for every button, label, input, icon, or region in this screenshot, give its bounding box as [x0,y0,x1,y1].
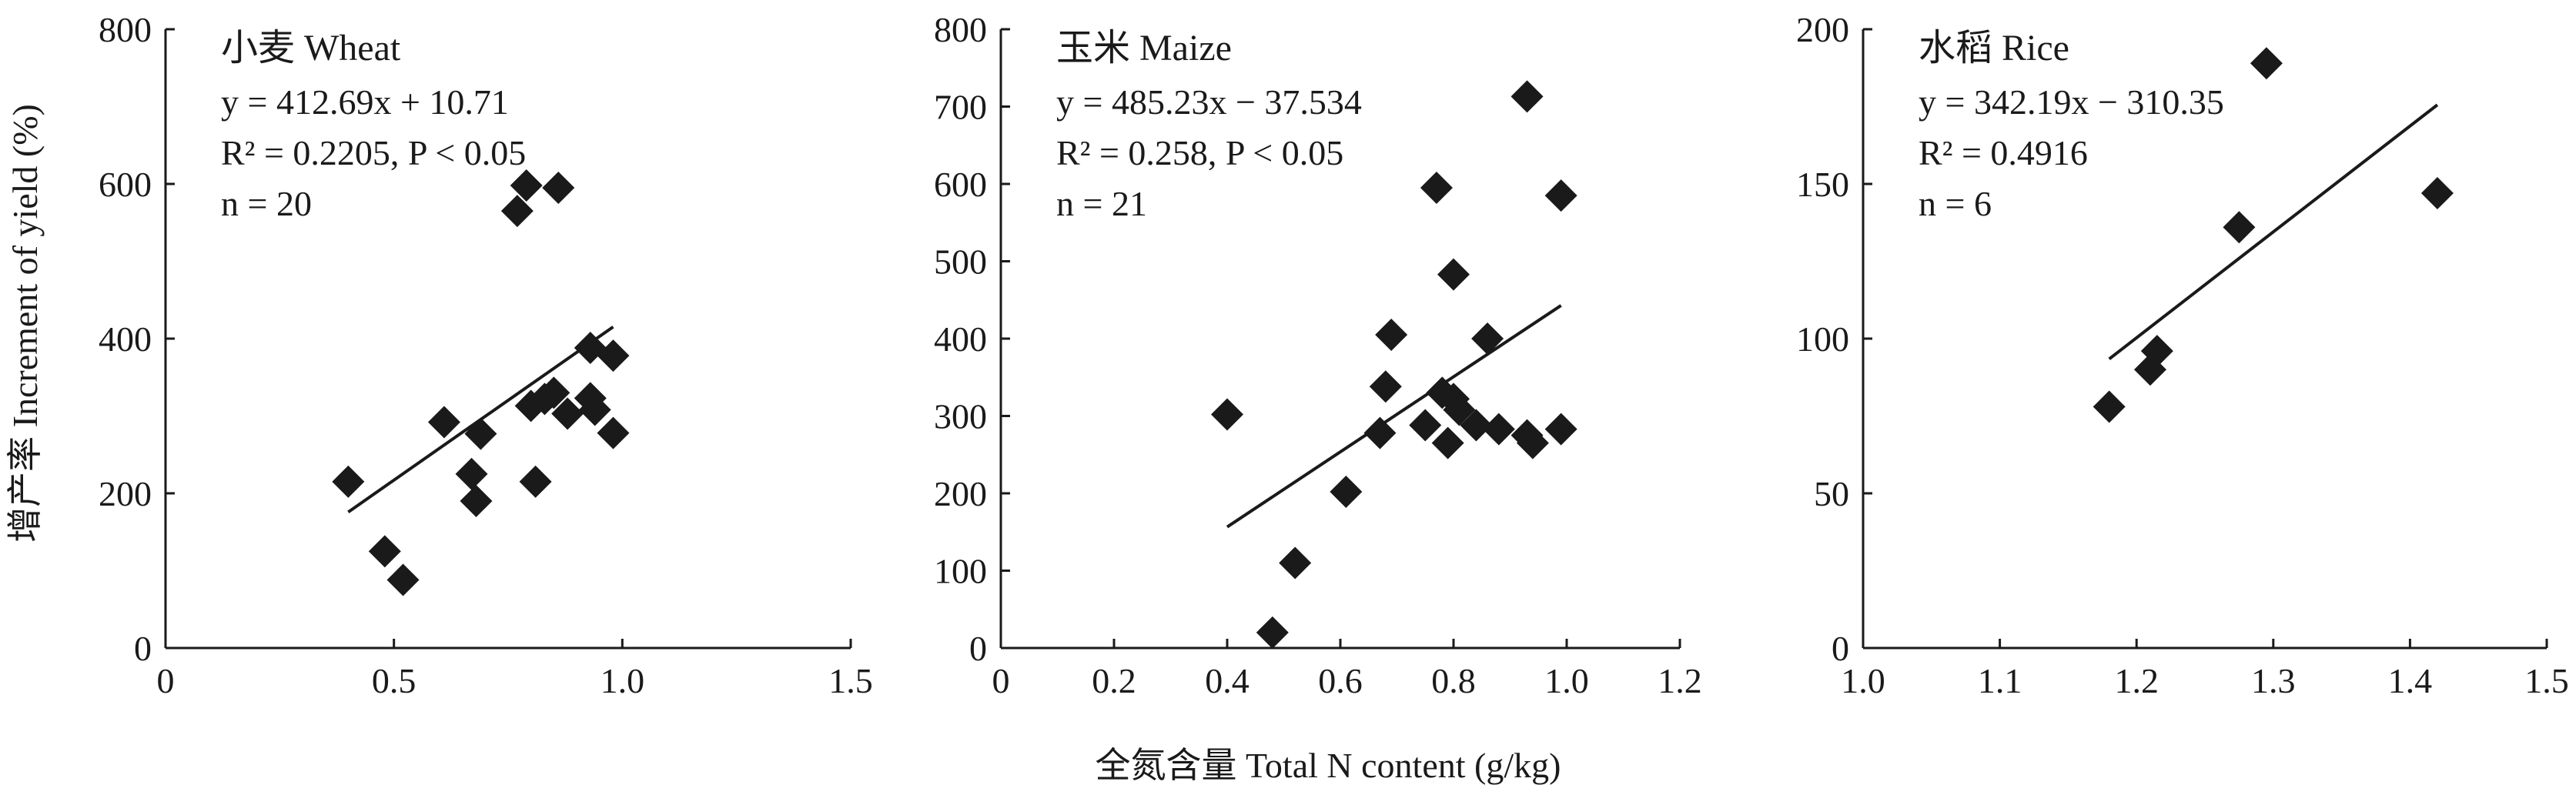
rice-x-tick-label: 1.0 [1841,661,1885,700]
wheat-data-point [460,485,493,518]
wheat-x-tick-label: 0 [157,661,175,700]
maize-data-point [1544,179,1577,212]
rice-data-point [2223,211,2256,244]
maize-y-tick-label: 500 [934,242,987,282]
wheat-data-point [597,339,630,372]
maize-y-tick-label: 200 [934,474,987,513]
wheat-y-tick-label: 600 [99,165,152,204]
maize-data-point [1431,426,1464,459]
maize-equation: y = 485.23x − 37.534 [1056,82,1362,122]
maize-data-point [1516,426,1549,459]
y-axis-title: 增产率 Increment of yield (%) [5,104,45,543]
wheat-data-point [455,457,488,490]
maize-x-tick-label: 0.4 [1205,661,1250,700]
maize-panel: 0 100 200 300 400 500 600 700 800 0 0.2 0.4 0.6 0.8 1.… [934,10,1702,700]
maize-title: 玉米 Maize [1056,28,1232,68]
maize-data-point [1211,398,1243,431]
maize-y-tick-label: 100 [934,552,987,591]
wheat-data-point [386,563,420,596]
wheat-data-point [542,172,575,205]
wheat-title: 小麦 Wheat [221,28,401,68]
maize-x-tick-label: 1.2 [1658,661,1702,700]
wheat-sample-size: n = 20 [221,184,312,223]
rice-data-point [2420,177,2454,210]
maize-y-tick-label: 800 [934,10,987,49]
rice-y-tick-label: 0 [1832,629,1849,668]
wheat-data-point [519,465,552,498]
rice-x-tick-label: 1.4 [2388,661,2433,700]
maize-data-point [1510,80,1544,113]
rice-equation: y = 342.19x − 310.35 [1919,82,2224,122]
maize-x-tick-label: 0.2 [1092,661,1136,700]
rice-x-tick-label: 1.2 [2114,661,2159,700]
rice-data-point [2140,335,2173,368]
maize-x-tick-label: 1.0 [1544,661,1589,700]
wheat-panel: 0 200 400 600 800 0 0.5 1.0 1.5 小麦 Wheat y = 412.6… [99,10,873,700]
maize-y-tick-label: 700 [934,88,987,127]
wheat-data-point [537,376,570,409]
maize-data-point [1471,322,1504,355]
rice-x-tick-label: 1.3 [2251,661,2296,700]
maize-x-tick-label: 0.8 [1431,661,1476,700]
maize-data-point [1375,318,1408,351]
rice-y-tick-label: 200 [1796,10,1849,49]
maize-data-point [1437,258,1470,291]
rice-data-point [2250,47,2283,80]
rice-data-point [2093,390,2126,423]
rice-x-tick-label: 1.5 [2524,661,2569,700]
wheat-y-tick-label: 400 [99,319,152,359]
maize-data-point [1482,413,1515,446]
wheat-data-point [578,393,611,426]
wheat-data-point [500,195,534,228]
wheat-data-point [551,397,584,430]
rice-r-squared: R² = 0.4916 [1919,133,2088,172]
rice-fit-line [2108,103,2439,360]
chart-panels: 0 200 400 600 800 0 0.5 1.0 1.5 小麦 Wheat y = 412.6… [99,10,2569,700]
wheat-y-tick-label: 200 [99,474,152,513]
maize-data-point [1330,475,1363,508]
rice-title: 水稻 Rice [1919,28,2069,68]
maize-fit-line [1226,304,1562,529]
wheat-data-point [368,535,401,568]
wheat-data-point [332,465,365,498]
rice-sample-size: n = 6 [1919,184,1992,223]
maize-sample-size: n = 21 [1056,184,1147,223]
rice-x-tick-label: 1.1 [1978,661,2022,700]
maize-y-tick-label: 400 [934,319,987,359]
maize-y-tick-label: 600 [934,165,987,204]
rice-panel: 0 50 100 150 200 1.0 1.1 1.2 1.3 1.4 1.5 水稻 Rice y =… [1796,10,2569,700]
maize-data-point [1256,616,1289,649]
maize-data-point [1460,409,1493,442]
rice-y-tick-label: 100 [1796,319,1849,359]
wheat-equation: y = 412.69x + 10.71 [221,82,509,122]
maize-y-tick-label: 300 [934,397,987,436]
wheat-data-point [510,169,543,202]
wheat-x-tick-label: 1.5 [828,661,873,700]
maize-data-point [1443,393,1476,426]
maize-x-tick-label: 0 [992,661,1010,700]
maize-r-squared: R² = 0.258, P < 0.05 [1056,133,1343,172]
wheat-data-point [597,416,630,449]
wheat-x-tick-label: 1.0 [601,661,645,700]
maize-data-point [1420,172,1453,205]
maize-x-tick-label: 0.6 [1318,661,1363,700]
wheat-r-squared: R² = 0.2205, P < 0.05 [221,133,526,172]
wheat-y-tick-label: 800 [99,10,152,49]
rice-y-tick-label: 50 [1814,474,1849,513]
wheat-y-tick-label: 0 [134,629,152,668]
wheat-data-point [427,406,460,439]
maize-data-point [1369,370,1402,403]
wheat-data-point [464,417,497,450]
maize-data-point [1279,546,1312,580]
maize-data-point [1544,413,1577,446]
maize-data-point [1409,409,1442,442]
x-axis-title: 全氮含量 Total N content (g/kg) [1096,746,1561,785]
maize-data-point [1363,416,1397,449]
maize-y-tick-label: 0 [969,629,987,668]
rice-y-tick-label: 150 [1796,165,1849,204]
wheat-x-tick-label: 0.5 [372,661,417,700]
